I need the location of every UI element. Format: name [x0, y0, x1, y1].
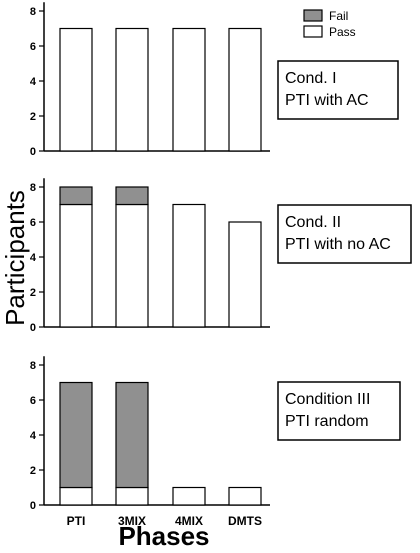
condition-label-line: PTI with no AC: [285, 236, 391, 253]
legend-label-fail: Fail: [329, 9, 348, 23]
y-tick-label: 4: [30, 430, 37, 442]
condition-label-line: Cond. I: [285, 70, 337, 87]
y-tick-label: 6: [30, 217, 36, 229]
bar-fail: [115, 381, 149, 489]
bar-fail: [59, 186, 93, 206]
y-tick-label: 8: [30, 6, 36, 18]
x-tick-label: 4MIX: [175, 514, 203, 528]
y-tick-label: 2: [30, 287, 36, 299]
panel-1: 0 2 4 6 8 Cond. I PTI with AC: [30, 2, 399, 158]
condition-label-line: Cond. II: [285, 214, 341, 231]
y-tick-label: 0: [30, 146, 36, 158]
bar-pass: [115, 486, 149, 506]
y-tick-label: 6: [30, 395, 36, 407]
bar-pass: [115, 203, 149, 328]
x-tick-label: PTI: [67, 514, 86, 528]
bar-fail: [59, 381, 93, 489]
bar-pass: [172, 486, 206, 506]
x-tick-label: 3MIX: [118, 514, 146, 528]
y-tick-label: 0: [30, 500, 36, 512]
chart-panels: 0 2 4 6 8 Cond. I PTI with AC 0 2 4 6 8 Cond. II PTI …: [30, 2, 412, 528]
condition-label-line: PTI random: [285, 413, 369, 430]
condition-label-line: Condition III: [285, 391, 370, 408]
x-axis-label: Phases: [118, 521, 209, 551]
y-axis-label: Participants: [0, 190, 30, 326]
bar-pass: [228, 221, 262, 328]
chart-legend: Fail Pass: [303, 9, 356, 39]
y-tick-label: 8: [30, 182, 36, 194]
bar-pass: [59, 27, 93, 152]
bar-fail: [115, 186, 149, 206]
legend-label-pass: Pass: [329, 25, 356, 39]
bar-pass: [115, 27, 149, 152]
legend-swatch-fail: [303, 9, 323, 22]
bar-pass: [228, 486, 262, 506]
y-tick-label: 2: [30, 111, 36, 123]
condition-label-box: [277, 381, 401, 441]
legend-swatch-pass: [303, 25, 323, 38]
y-tick-label: 4: [30, 76, 37, 88]
bar-pass: [59, 203, 93, 328]
condition-label-box: [277, 204, 412, 264]
y-tick-label: 2: [30, 465, 36, 477]
panel-3: 0 2 4 6 8 Condition III PTI random PTI 3MIX 4MIX D…: [30, 356, 401, 528]
bar-pass: [59, 486, 93, 506]
y-tick-label: 8: [30, 360, 36, 372]
y-tick-label: 0: [30, 322, 36, 334]
y-tick-label: 6: [30, 41, 36, 53]
bar-pass: [228, 27, 262, 152]
y-tick-label: 4: [30, 252, 37, 264]
bar-pass: [172, 203, 206, 328]
condition-label-box: [277, 60, 399, 120]
condition-label-line: PTI with AC: [285, 92, 369, 109]
x-tick-label: DMTS: [228, 514, 262, 528]
panel-2: 0 2 4 6 8 Cond. II PTI with no AC: [30, 178, 412, 334]
bar-pass: [172, 27, 206, 152]
